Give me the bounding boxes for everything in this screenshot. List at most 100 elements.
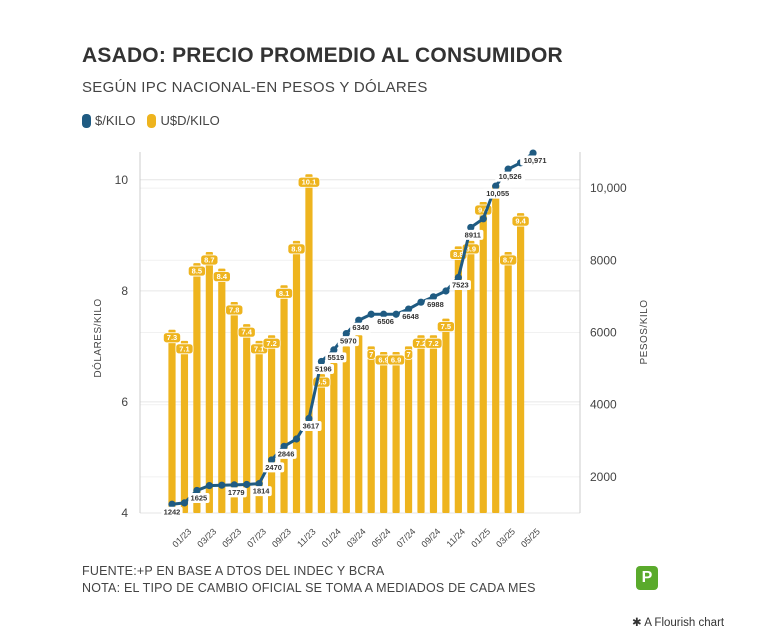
line-label-bg	[495, 171, 526, 182]
y-right-tick-label: 4000	[590, 398, 617, 412]
x-tick-label: 03/25	[494, 526, 517, 549]
y-right-tick-label: 6000	[590, 326, 617, 340]
bar-value-label: 6.5	[316, 378, 326, 387]
axes: 4 6 8 10 2000 4000 6000 8000 10,000 DÓLARES/KILO P…	[91, 152, 650, 549]
bar-value-label: 7	[369, 350, 373, 359]
pesos-value-label: 10,971	[524, 156, 547, 165]
bar	[392, 351, 400, 513]
pesos-point	[529, 149, 537, 157]
x-tick-label: 11/24	[445, 527, 468, 550]
bar-value-label: 7.3	[167, 333, 177, 342]
line-label-bg	[424, 299, 447, 310]
pesos-value-label: 5970	[340, 337, 357, 346]
pesos-point	[230, 481, 238, 489]
bar	[492, 185, 500, 514]
y-right-axis-title: PESOS/KILO	[639, 299, 650, 364]
flourish-credit-link[interactable]: ✱ A Flourish chart	[632, 617, 725, 629]
bar	[429, 335, 438, 513]
pesos-point	[380, 310, 388, 318]
bar-value-label: 8.1	[279, 289, 289, 298]
pesos-point	[292, 435, 301, 443]
pesos-point	[454, 273, 462, 282]
x-tick-label: 05/23	[220, 526, 243, 549]
pesos-point	[205, 481, 213, 490]
bar	[380, 351, 388, 513]
pesos-point	[367, 310, 375, 318]
bar-labels: 7.37.18.58.78.47.87.47.17.28.18.910.16.5…	[162, 176, 530, 388]
legend-item-dolares[interactable]: U$D/KILO	[147, 113, 220, 128]
line-label-bg	[449, 280, 471, 291]
bar-value-label: 7.2	[266, 339, 276, 348]
bar-label-bg	[275, 287, 294, 299]
bar-label-bg	[511, 215, 530, 227]
y-right-tick-label: 10,000	[590, 181, 627, 195]
bar-value-label: 8.5	[192, 267, 202, 276]
pesos-value-label: 6506	[377, 317, 394, 326]
line-label-bg	[325, 352, 347, 363]
bar	[467, 240, 475, 513]
publisher-logo-icon[interactable]: P	[636, 566, 658, 590]
legend-swatch-dolares	[147, 113, 157, 128]
bar	[504, 251, 512, 513]
line-label-bg	[188, 492, 210, 503]
pesos-value-label: 6988	[427, 300, 444, 309]
x-tick-label: 07/23	[245, 526, 268, 549]
footer: FUENTE:+P EN BASE A DTOS DEL INDEC Y BCR…	[82, 563, 536, 597]
pesos-value-label: 8911	[465, 230, 481, 239]
bar	[454, 246, 462, 513]
pesos-point	[504, 165, 512, 173]
bar-value-label: 7	[406, 350, 410, 359]
x-tick-label: 07/24	[394, 526, 417, 549]
bar-label-bg	[436, 321, 455, 333]
y-left-tick-label: 10	[115, 173, 129, 187]
pesos-value-label: 5196	[315, 365, 332, 374]
line-label-bg	[225, 487, 247, 498]
pesos-point	[429, 293, 438, 301]
pesos-point	[243, 480, 251, 489]
line-label-bg	[337, 336, 359, 347]
pesos-point	[193, 486, 201, 495]
bar	[355, 335, 363, 513]
bar-label-bg	[297, 176, 321, 188]
line-series-pesos: 1242 1625 1779 1814 2470 2846 3617 5196 5519 5970…	[161, 149, 550, 517]
bar-label-bg	[403, 348, 414, 360]
bar-value-label: 6.9	[378, 355, 388, 364]
pesos-value-label: 1814	[253, 487, 271, 496]
legend-item-pesos[interactable]: $/KILO	[82, 113, 135, 128]
bar	[292, 240, 301, 513]
pesos-point	[168, 500, 176, 508]
bar-value-label: 7.2	[416, 339, 426, 348]
x-tick-label: 05/25	[519, 526, 542, 549]
y-right-tick-label: 2000	[590, 470, 617, 484]
bar	[417, 335, 425, 513]
pesos-point	[268, 456, 276, 464]
bar-label-bg	[212, 271, 231, 283]
pesos-value-label: 6648	[402, 312, 419, 321]
pesos-point	[305, 414, 313, 423]
x-tick-label: 01/25	[469, 526, 492, 549]
bar	[342, 346, 350, 513]
bar-value-label: 8.8	[453, 250, 463, 259]
chart-subtitle: SEGÚN IPC NACIONAL-EN PESOS Y DÓLARES	[82, 79, 428, 96]
pesos-point	[355, 316, 363, 324]
bar-series-usd	[168, 174, 525, 514]
pesos-value-label: 1779	[228, 488, 245, 497]
bar-value-label: 9.4	[515, 217, 526, 226]
line-label-bg	[250, 486, 272, 497]
line-label-bg	[263, 462, 285, 473]
x-tick-label: 09/23	[270, 526, 293, 549]
bar-value-label: 7.4	[241, 328, 252, 337]
pesos-value-label: 10,526	[499, 172, 522, 181]
line-label-bg	[350, 322, 372, 333]
pesos-value-label: 5519	[328, 353, 345, 362]
y-right-tick-label: 8000	[590, 253, 617, 267]
legend: $/KILO U$D/KILO	[82, 113, 220, 128]
bar	[305, 174, 313, 513]
bar-value-label: 9.6	[478, 205, 488, 214]
pesos-value-label: 3617	[303, 422, 320, 431]
bar-label-bg	[237, 326, 256, 338]
bar-label-bg	[387, 354, 406, 366]
bar-label-bg	[225, 304, 244, 316]
pesos-value-label: 2470	[265, 463, 282, 472]
bar-value-label: 7.1	[254, 344, 264, 353]
